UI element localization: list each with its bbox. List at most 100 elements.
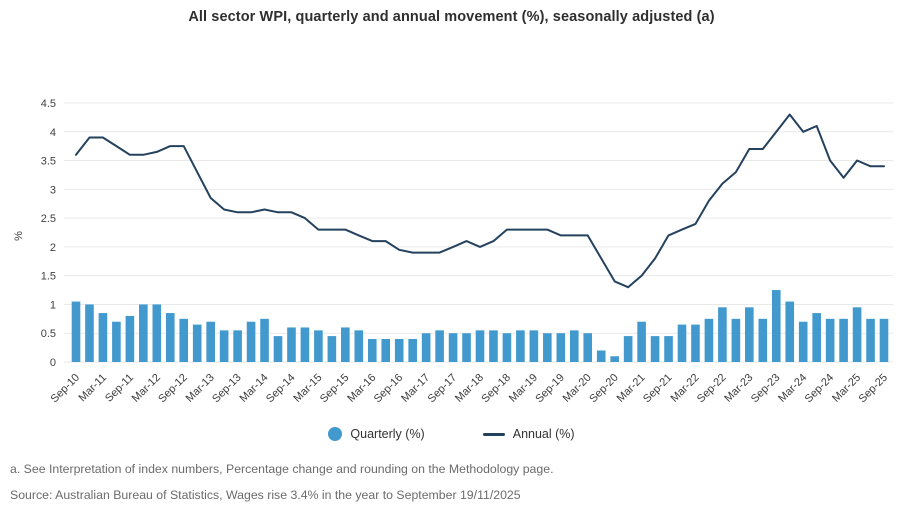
x-axis-tick-label: Sep-20 (587, 372, 621, 406)
x-axis-tick-label: Mar-11 (76, 372, 109, 405)
bar-mar-15[interactable] (314, 330, 323, 362)
annual-series-swatch-icon (482, 432, 505, 436)
bar-mar-12[interactable] (152, 304, 162, 362)
bar-sep-22[interactable] (718, 307, 727, 362)
x-axis-tick-label: Sep-11 (103, 372, 136, 405)
bar-jun-16[interactable] (381, 338, 391, 362)
bar-sep-20[interactable] (610, 356, 619, 362)
x-axis-tick-label: Mar-23 (722, 372, 755, 405)
bar-mar-20[interactable] (583, 333, 593, 362)
y-axis-tick-label: 4.5 (41, 98, 56, 110)
bar-jun-19[interactable] (543, 333, 552, 362)
bar-jun-18[interactable] (489, 330, 498, 362)
bar-dec-19[interactable] (569, 330, 579, 362)
bar-dec-10[interactable] (85, 304, 94, 362)
bar-mar-18[interactable] (475, 330, 485, 362)
bar-mar-14[interactable] (260, 318, 269, 362)
x-axis-tick-label: Sep-12 (156, 372, 190, 406)
bar-jun-12[interactable] (165, 313, 175, 362)
bar-sep-21[interactable] (664, 336, 673, 362)
legend-label-quarterly: Quarterly (%) (350, 427, 425, 441)
y-axis-tick-label: 1.5 (41, 271, 56, 283)
y-axis-tick-label: 0.5 (41, 328, 56, 340)
bar-jun-14[interactable] (273, 336, 283, 362)
bar-jun-15[interactable] (327, 336, 337, 362)
bar-dec-11[interactable] (139, 304, 148, 362)
bar-mar-16[interactable] (367, 338, 377, 362)
bar-dec-22[interactable] (731, 318, 741, 362)
bar-mar-11[interactable] (98, 313, 108, 362)
y-axis-tick-label: 3.5 (41, 156, 56, 168)
x-axis-tick-label: Sep-24 (803, 372, 837, 406)
bar-dec-13[interactable] (246, 321, 256, 362)
bar-dec-17[interactable] (462, 333, 471, 362)
bar-mar-25[interactable] (852, 307, 862, 362)
bar-mar-21[interactable] (637, 321, 646, 362)
bar-sep-11[interactable] (125, 315, 135, 362)
legend-item-quarterly[interactable]: Quarterly (%) (328, 427, 425, 441)
legend-label-annual: Annual (%) (512, 427, 575, 441)
x-axis-tick-label: Mar-17 (399, 372, 432, 405)
bar-dec-16[interactable] (408, 338, 417, 362)
bar-dec-21[interactable] (677, 324, 687, 362)
bar-mar-13[interactable] (206, 321, 215, 362)
x-axis-tick-label: Sep-17 (426, 372, 460, 406)
x-axis-tick-label: Sep-10 (49, 372, 83, 406)
bar-jun-21[interactable] (650, 336, 660, 362)
bar-sep-15[interactable] (341, 327, 350, 362)
x-axis-tick-label: Sep-18 (479, 372, 513, 406)
bar-jun-17[interactable] (435, 330, 444, 362)
bar-sep-18[interactable] (502, 333, 512, 362)
footnote-a: a. See Interpretation of index numbers, … (10, 462, 554, 476)
y-axis-tick-label: 1 (50, 299, 56, 311)
bar-dec-18[interactable] (516, 330, 525, 362)
annual-line[interactable] (75, 113, 885, 289)
bar-mar-23[interactable] (745, 307, 754, 362)
bar-jun-24[interactable] (812, 313, 821, 362)
bar-dec-15[interactable] (354, 330, 364, 362)
chart-title: All sector WPI, quarterly and annual mov… (188, 9, 715, 25)
x-axis-tick-label: Sep-19 (533, 372, 567, 406)
bar-sep-10[interactable] (71, 301, 81, 362)
source-line: Source: Australian Bureau of Statistics,… (10, 488, 521, 502)
bar-sep-17[interactable] (448, 333, 458, 362)
bar-sep-24[interactable] (825, 318, 835, 362)
bar-dec-12[interactable] (192, 324, 202, 362)
bar-dec-24[interactable] (839, 318, 848, 362)
bar-sep-13[interactable] (233, 330, 242, 362)
bar-sep-19[interactable] (556, 333, 566, 362)
x-axis-tick-label: Sep-13 (210, 372, 244, 406)
y-axis-title: % (13, 231, 25, 241)
bar-sep-25[interactable] (879, 318, 889, 362)
bar-dec-23[interactable] (785, 301, 795, 362)
quarterly-series-swatch-icon (328, 427, 343, 441)
bar-jun-20[interactable] (596, 350, 606, 362)
legend: Quarterly (%) Annual (%) (0, 420, 903, 448)
bar-jun-11[interactable] (112, 321, 121, 362)
bar-sep-23[interactable] (771, 290, 781, 362)
bar-mar-24[interactable] (798, 321, 808, 362)
legend-item-annual[interactable]: Annual (%) (482, 427, 575, 441)
bar-jun-23[interactable] (758, 318, 768, 362)
bar-sep-16[interactable] (394, 338, 404, 362)
x-axis-tick-label: Sep-16 (372, 372, 406, 406)
bar-sep-14[interactable] (287, 327, 296, 362)
bar-jun-13[interactable] (219, 330, 229, 362)
bar-jun-25[interactable] (866, 318, 875, 362)
bar-mar-19[interactable] (529, 330, 539, 362)
bar-dec-14[interactable] (300, 327, 310, 362)
bar-dec-20[interactable] (623, 336, 633, 362)
y-axis-tick-label: 0 (50, 357, 56, 369)
bar-sep-12[interactable] (179, 318, 189, 362)
x-axis-tick-label: Sep-21 (641, 372, 675, 406)
x-axis-tick-label: Sep-15 (318, 372, 352, 406)
y-axis-tick-label: 2 (50, 242, 56, 254)
y-axis-tick-label: 4 (50, 127, 56, 139)
x-axis-tick-label: Sep-14 (264, 372, 298, 406)
bar-mar-22[interactable] (691, 324, 700, 362)
y-axis-tick-label: 3 (50, 184, 56, 196)
bar-jun-22[interactable] (704, 318, 714, 362)
bar-mar-17[interactable] (421, 333, 431, 362)
